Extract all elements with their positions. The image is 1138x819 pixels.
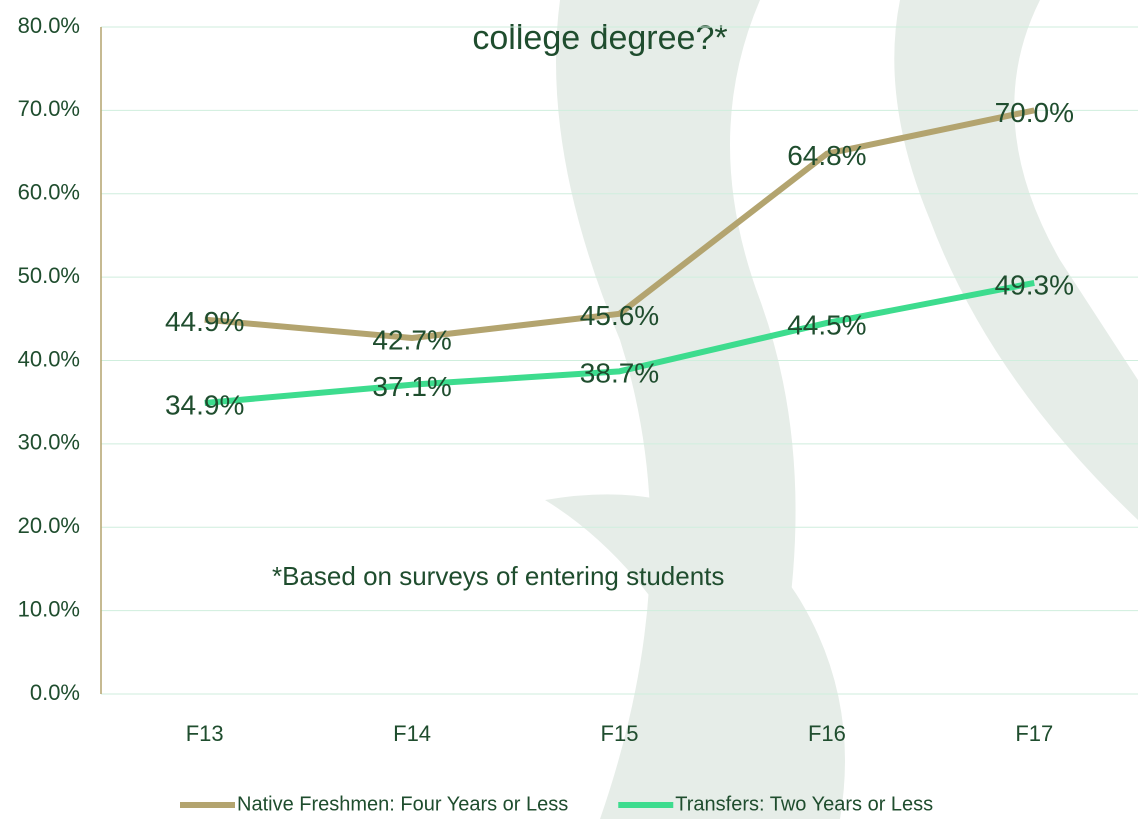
y-tick-label: 30.0% [18, 430, 80, 455]
y-tick-label: 40.0% [18, 346, 80, 371]
x-tick-label: F13 [186, 721, 224, 746]
y-tick-label: 80.0% [18, 13, 80, 38]
data-label: 64.8% [787, 140, 866, 171]
x-tick-label: F14 [393, 721, 431, 746]
data-label: 42.7% [372, 324, 451, 355]
x-tick-label: F15 [601, 721, 639, 746]
y-tick-label: 20.0% [18, 513, 80, 538]
data-label: 37.1% [372, 371, 451, 402]
background-shape [894, 0, 1138, 520]
legend: Native Freshmen: Four Years or Less Trans… [180, 793, 933, 815]
y-tick-label: 0.0% [30, 680, 80, 705]
background-shape [545, 494, 845, 819]
y-tick-label: 10.0% [18, 596, 80, 621]
data-label: 44.9% [165, 306, 244, 337]
y-tick-label: 70.0% [18, 96, 80, 121]
plot-area: F13 F14 F15 F16 F17 44.9% 42.7% 45.6% 64.8% 70.0%… [165, 97, 1074, 746]
annotation: *Based on surveys of entering students [272, 561, 724, 591]
data-label: 44.5% [787, 309, 866, 340]
data-label: 34.9% [165, 389, 244, 420]
x-tick-label: F16 [808, 721, 846, 746]
series-line [204, 107, 1035, 341]
y-tick-label: 50.0% [18, 263, 80, 288]
legend-label: Transfers: Two Years or Less [675, 793, 933, 815]
data-label: 38.7% [580, 358, 659, 389]
grid: 0.0% 10.0% 20.0% 30.0% 40.0% 50.0% 60.0% 70.0% 8… [18, 13, 1138, 705]
x-tick-label: F17 [1015, 721, 1053, 746]
data-label: 45.6% [580, 300, 659, 331]
data-label: 49.3% [995, 269, 1074, 300]
data-label: 70.0% [995, 97, 1074, 128]
legend-label: Native Freshmen: Four Years or Less [237, 793, 568, 815]
series-line [204, 280, 1035, 407]
chart-title: college degree?* [472, 19, 727, 57]
y-tick-label: 60.0% [18, 180, 80, 205]
